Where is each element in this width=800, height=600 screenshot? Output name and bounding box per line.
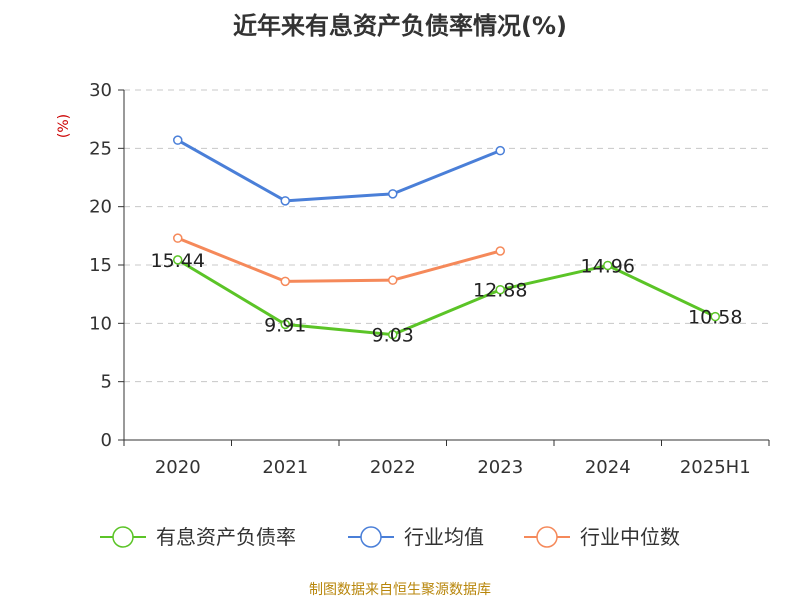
x-tick-label: 2025H1	[680, 457, 751, 478]
data-point[interactable]	[603, 260, 613, 271]
legend-marker-icon	[360, 526, 382, 548]
chart-title: 近年来有息资产负债率情况(%)	[233, 12, 567, 40]
source-note: 制图数据来自恒生聚源数据库	[309, 582, 491, 598]
data-point[interactable]	[173, 135, 183, 145]
y-tick-label: 5	[101, 372, 112, 393]
legend-item[interactable]: 行业中位数	[524, 525, 680, 549]
legend-label: 有息资产负债率	[156, 525, 296, 549]
series-line-2	[177, 236, 501, 283]
data-point[interactable]	[388, 329, 398, 340]
data-label: 9.91	[264, 314, 306, 336]
legend-label: 行业中位数	[580, 525, 680, 549]
data-label: 15.44	[151, 250, 205, 272]
legend-marker-icon	[112, 526, 134, 548]
data-point[interactable]	[173, 233, 183, 243]
axes: 0 5 10 15 20 25 30 2020 2021 2022 2023 2024 2025H1	[89, 80, 770, 478]
data-point[interactable]	[173, 255, 183, 265]
data-label: 12.88	[473, 280, 527, 302]
legend-item[interactable]: 有息资产负债率	[100, 525, 296, 549]
y-tick-label: 10	[89, 313, 112, 334]
legend-item[interactable]: 行业均值	[348, 525, 484, 549]
grid-lines	[124, 89, 769, 383]
data-point[interactable]	[495, 246, 505, 256]
data-labels: 15.44 9.91 9.03 12.88 14.96 10.58	[151, 250, 743, 347]
y-tick-label: 30	[89, 80, 112, 101]
x-tick-label: 2024	[585, 457, 631, 478]
series-layer	[173, 135, 720, 340]
y-axis-unit: (%)	[56, 114, 72, 138]
legend[interactable]: 有息资产负债率 行业均值 行业中位数	[100, 525, 680, 549]
data-point[interactable]	[710, 311, 720, 322]
data-point[interactable]	[280, 196, 290, 206]
legend-marker-icon	[536, 526, 558, 548]
data-point[interactable]	[495, 145, 505, 156]
data-point[interactable]	[388, 189, 398, 199]
y-tick-label: 20	[89, 197, 112, 218]
data-point[interactable]	[388, 275, 398, 285]
data-point[interactable]	[495, 284, 505, 295]
series-line-1	[177, 138, 501, 203]
legend-label: 行业均值	[404, 525, 484, 549]
y-tick-label: 0	[101, 430, 112, 451]
data-label: 9.03	[372, 325, 414, 347]
x-tick-label: 2021	[262, 457, 308, 478]
data-label: 10.58	[688, 307, 742, 329]
x-tick-label: 2022	[370, 457, 416, 478]
data-point[interactable]	[280, 276, 290, 287]
x-tick-label: 2020	[155, 457, 201, 478]
y-tick-label: 25	[89, 138, 112, 159]
y-tick-label: 15	[89, 255, 112, 276]
data-point[interactable]	[280, 319, 290, 330]
data-label: 14.96	[581, 255, 635, 277]
series-line-0	[176, 258, 716, 337]
x-tick-label: 2023	[477, 457, 523, 478]
